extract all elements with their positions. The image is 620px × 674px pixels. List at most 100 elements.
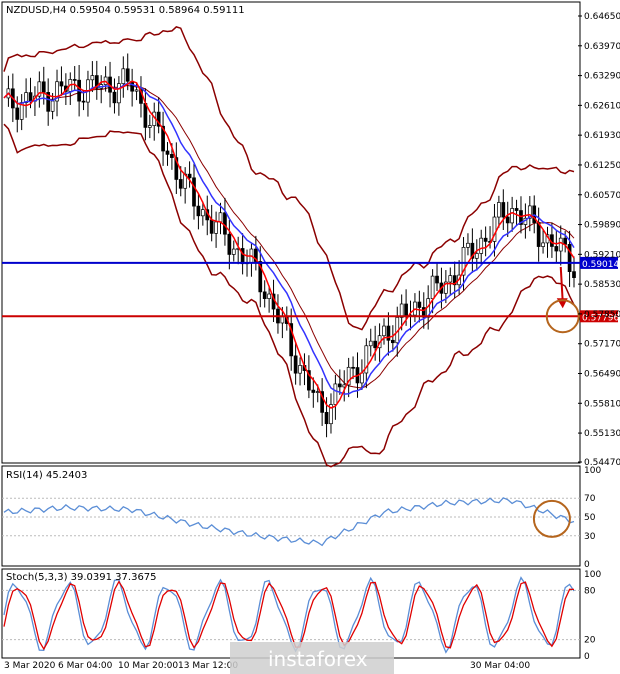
main-y-tick-label: 0.57850 — [584, 310, 620, 320]
main-y-tick-label: 0.56490 — [584, 370, 620, 380]
x-tick-label: 13 Mar 12:00 — [178, 661, 238, 671]
rsi-tick-label: 0 — [584, 560, 590, 570]
stoch-header: Stoch(5,3,3) 39.0391 37.3675 — [6, 572, 157, 583]
stoch-tick-label: 80 — [584, 586, 596, 596]
candle-body — [563, 237, 568, 245]
candle-body — [382, 325, 386, 337]
candle-body — [192, 177, 196, 207]
candle-body — [483, 237, 488, 242]
main-y-tick-label: 0.63290 — [584, 72, 620, 82]
candle-body — [329, 404, 333, 425]
candle-body — [430, 275, 435, 300]
candle-body — [112, 91, 117, 104]
candle-body — [527, 205, 532, 219]
rsi-panel — [1, 465, 581, 567]
bb-middle-line — [3, 84, 575, 389]
candle-body — [214, 221, 218, 234]
x-tick-label: 3 Mar 2020 — [4, 661, 56, 671]
candle-body — [368, 340, 373, 347]
candle-body — [474, 253, 479, 259]
candle-body — [470, 242, 475, 259]
stoch-tick-label: 0 — [584, 652, 590, 662]
main-y-tick-label: 0.55130 — [584, 429, 620, 439]
candle-body — [41, 81, 46, 93]
main-y-tick-label: 0.55810 — [584, 399, 620, 409]
price-layer — [3, 26, 576, 468]
stoch-tick-label: 20 — [584, 636, 596, 646]
candle-body — [514, 208, 519, 211]
candle-body — [346, 366, 351, 386]
rsi-tick-label: 50 — [584, 513, 596, 523]
candle-body — [492, 216, 497, 242]
rsi-tick-label: 100 — [584, 466, 601, 476]
watermark-text: instaforex — [268, 647, 368, 671]
main-y-tick-label: 0.57170 — [584, 340, 620, 350]
candle-body — [174, 157, 179, 180]
main-y-tick-label: 0.64650 — [584, 12, 620, 22]
target-price-label: 0.57796 — [582, 313, 619, 323]
x-tick-label: 6 Mar 04:00 — [58, 661, 113, 671]
candle-body — [567, 244, 572, 272]
main-y-tick-label: 0.63970 — [584, 42, 620, 52]
bb-upper-line — [3, 26, 575, 331]
main-y-tick-label: 0.58530 — [584, 280, 620, 290]
candle-body — [324, 412, 329, 425]
main-y-tick-label: 0.54470 — [584, 458, 620, 468]
stoch-tick-label: 100 — [584, 570, 601, 580]
candle-body — [117, 83, 121, 104]
candle-body — [121, 68, 126, 84]
x-tick-label: 10 Mar 20:00 — [118, 661, 178, 671]
candle-body — [231, 248, 236, 255]
candle-body — [461, 246, 466, 276]
candle-body — [125, 68, 130, 82]
bb-lower-line — [3, 123, 575, 468]
candle-body — [143, 103, 148, 128]
candle-body — [315, 391, 320, 393]
candle-body — [15, 107, 20, 120]
ma-slow-line — [3, 82, 575, 395]
candle-body — [46, 92, 51, 112]
main-y-tick-label: 0.61930 — [584, 131, 620, 141]
candle-body — [298, 365, 302, 374]
candle-body — [435, 275, 439, 284]
candle-body — [320, 391, 324, 413]
candle-body — [373, 340, 378, 349]
candle-body — [59, 81, 64, 87]
candle-body — [24, 92, 28, 103]
candle-body — [497, 202, 501, 218]
candle-body — [170, 154, 174, 158]
candle-body — [364, 345, 369, 374]
candle-body — [187, 173, 192, 179]
candle-body — [311, 389, 316, 393]
candle-body — [81, 100, 86, 103]
candle-body — [337, 383, 342, 388]
rsi-tick-label: 70 — [584, 494, 596, 504]
candle-body — [262, 291, 267, 299]
candle-body — [505, 216, 510, 224]
candle-body — [501, 202, 506, 218]
candle-body — [196, 205, 201, 217]
candle-body — [258, 261, 263, 293]
stoch-layer: 100 80 20 0 — [2, 570, 601, 662]
candle-body — [307, 370, 311, 391]
candle-body — [161, 125, 165, 152]
candle-body — [452, 275, 457, 286]
axis-layer: 0.64650 0.63970 0.63290 0.62610 0.61930 0.612… — [4, 12, 620, 671]
watermark-box — [230, 642, 394, 674]
candle-body — [293, 355, 298, 374]
candle-body — [510, 208, 514, 224]
candle-body — [333, 383, 338, 405]
candle-body — [280, 316, 285, 324]
candle-body — [360, 372, 364, 384]
candle-body — [390, 339, 395, 344]
main-y-tick-label: 0.59210 — [584, 250, 620, 260]
main-y-tick-label: 0.62610 — [584, 101, 620, 111]
candle-body — [165, 150, 170, 155]
target-circle-marker — [545, 299, 580, 334]
candle-body — [227, 233, 232, 255]
stoch-k-line — [3, 576, 575, 654]
x-tick-label: 30 Mar 04:00 — [470, 661, 530, 671]
symbol-header: NZDUSD,H4 0.59504 0.59531 0.58964 0.5911… — [6, 5, 245, 16]
